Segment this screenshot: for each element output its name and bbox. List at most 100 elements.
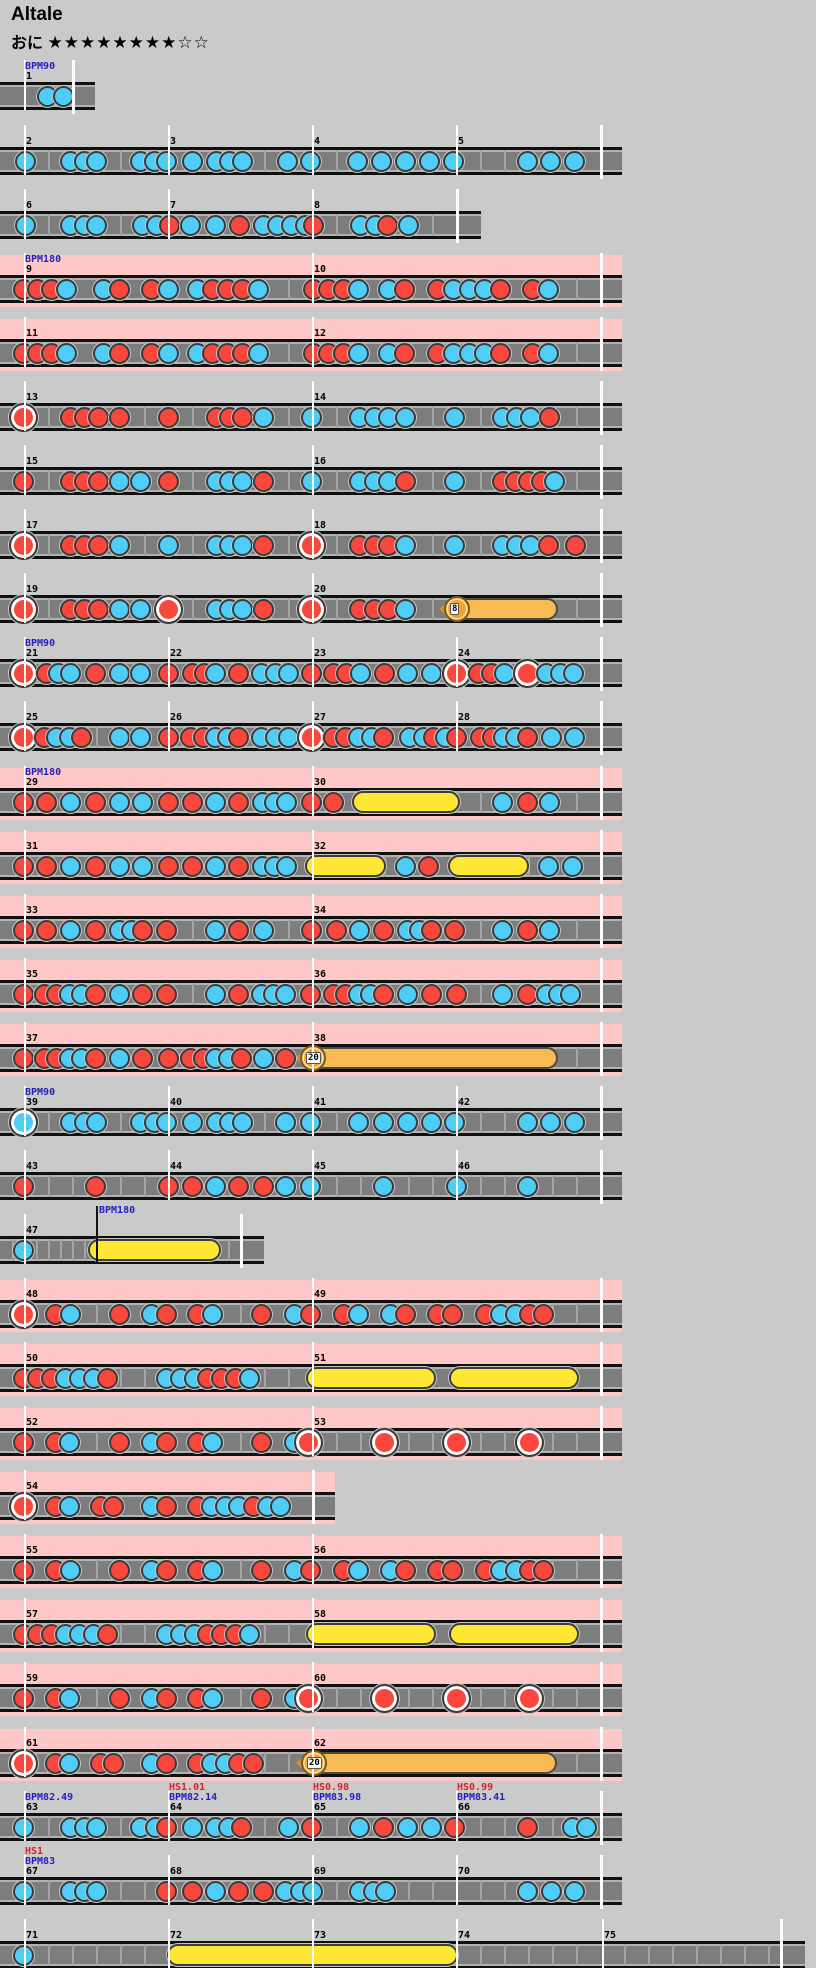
measure-barline (312, 1406, 314, 1456)
measure-barline (312, 1086, 314, 1136)
measure-barline (456, 637, 458, 687)
beat-tick (192, 406, 194, 428)
lane-end-divider (312, 1470, 315, 1524)
don-note (274, 1047, 296, 1069)
beat-tick (360, 1175, 362, 1197)
beat-tick (480, 919, 482, 941)
lane-end-divider (600, 1278, 603, 1332)
don-note (108, 1431, 130, 1453)
big-don-note (293, 1427, 323, 1457)
ka-note (204, 919, 226, 941)
lane-end-divider (600, 1791, 603, 1845)
lane-end-divider (600, 1086, 603, 1140)
measure-barline (24, 1727, 26, 1777)
beat-tick (552, 1816, 554, 1838)
ka-note (157, 342, 179, 364)
don-note (445, 983, 467, 1005)
ka-note (204, 662, 226, 684)
don-note (393, 278, 415, 300)
beat-tick (96, 1303, 98, 1325)
ka-note (394, 855, 416, 877)
measure-number: 63 (26, 1802, 39, 1813)
lane-end-divider (600, 573, 603, 627)
don-note (372, 983, 394, 1005)
beat-tick (192, 470, 194, 492)
lane-end-divider (600, 958, 603, 1012)
ka-note (85, 1816, 107, 1838)
beat-tick (576, 1944, 578, 1966)
gogo-band (0, 960, 622, 980)
ka-note (58, 1752, 80, 1774)
beat-tick (744, 1944, 746, 1966)
ka-note (396, 1816, 418, 1838)
beat-tick (336, 598, 338, 620)
measure-barline (24, 253, 26, 303)
gogo-band (0, 1280, 622, 1300)
ka-note (394, 598, 416, 620)
beat-tick (768, 1944, 770, 1966)
ka-note (52, 85, 74, 107)
beat-tick (48, 1239, 50, 1261)
measure-barline (312, 701, 314, 751)
measure-number: 21 (26, 648, 39, 659)
measure-barline (24, 125, 26, 175)
ka-note (443, 1111, 465, 1133)
beat-tick (264, 1111, 266, 1133)
star-rating: ★★★★★★★★☆☆ (47, 33, 210, 52)
don-note (231, 406, 253, 428)
ka-note (252, 1047, 274, 1069)
bpm-label: BPM180 (25, 254, 62, 265)
don-note (516, 919, 538, 941)
don-note (87, 470, 109, 492)
beat-tick (96, 1431, 98, 1453)
lane-end-divider (456, 189, 459, 243)
ka-note (274, 983, 296, 1005)
don-note (84, 919, 106, 941)
measure-number: 35 (26, 969, 39, 980)
don-note (373, 662, 395, 684)
measure-barline (24, 1855, 26, 1905)
beat-tick (96, 726, 98, 748)
beat-tick (336, 150, 338, 172)
ka-note (299, 1111, 321, 1133)
beat-tick (480, 1816, 482, 1838)
lane-end-divider (600, 1406, 603, 1460)
lane-end-divider (600, 253, 603, 307)
chart-row: 1 BPM90 (0, 60, 95, 114)
ka-note (493, 662, 515, 684)
beat-tick (504, 1175, 506, 1197)
measure-barline (602, 1919, 604, 1968)
don-note (84, 855, 106, 877)
measure-number: 3 (170, 136, 177, 147)
beat-tick (432, 406, 434, 428)
measure-number: 4 (314, 136, 321, 147)
measure-barline (312, 1727, 314, 1777)
big-don-note (514, 1683, 544, 1713)
don-note (108, 406, 130, 428)
beat-tick (432, 1880, 434, 1902)
ka-note (563, 726, 585, 748)
beat-tick (408, 1880, 410, 1902)
big-don-note (296, 594, 326, 624)
don-note (443, 919, 465, 941)
beat-tick (48, 214, 50, 236)
beat-tick (336, 1687, 338, 1709)
beat-tick (624, 1944, 626, 1966)
beat-tick (48, 1880, 50, 1902)
measure-number: 52 (26, 1417, 39, 1428)
beat-tick (336, 1175, 338, 1197)
ka-note (394, 534, 416, 556)
ka-note (85, 1880, 107, 1902)
beat-tick (432, 1175, 434, 1197)
beat-tick (288, 919, 290, 941)
don-note (12, 470, 34, 492)
measure-barline (312, 830, 314, 880)
ka-note (543, 470, 565, 492)
ka-note (442, 150, 464, 172)
ka-note (370, 150, 392, 172)
don-note (84, 1175, 106, 1197)
beat-tick (144, 1880, 146, 1902)
balloon-bar (301, 1752, 557, 1774)
don-note (252, 534, 274, 556)
big-don-note (8, 594, 38, 624)
